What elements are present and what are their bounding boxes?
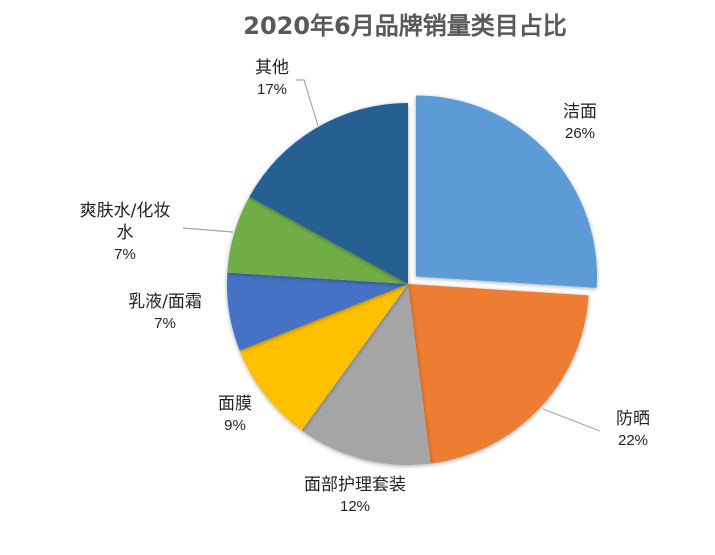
pie-slice — [226, 272, 408, 351]
pie-slice — [249, 103, 408, 284]
label-percent: 26% — [564, 125, 596, 142]
label-percent: 7% — [114, 246, 136, 263]
data-label-mianmo: 面膜 9% — [200, 393, 270, 437]
pie-slice — [239, 284, 408, 431]
data-label-taozhuang: 面部护理套装 12% — [270, 474, 440, 518]
label-name-line1: 爽肤水/化妆 — [79, 201, 171, 221]
pie-slice — [227, 196, 408, 284]
label-percent: 9% — [224, 417, 246, 434]
leader-line — [182, 227, 234, 233]
pie-slice — [416, 95, 598, 288]
label-percent: 12% — [339, 498, 371, 515]
label-percent: 7% — [154, 315, 176, 332]
pie-slice — [301, 284, 431, 465]
label-percent: 17% — [256, 81, 288, 98]
leader-line — [296, 79, 319, 127]
leader-line — [542, 408, 601, 432]
label-name: 面部护理套装 — [304, 475, 406, 495]
pie-slice — [408, 284, 589, 464]
data-label-jiemian: 洁面 26% — [545, 101, 615, 145]
data-label-qita: 其他 17% — [237, 57, 307, 101]
data-label-shuangfushui: 爽肤水/化妆 水 7% — [45, 200, 205, 266]
label-percent: 22% — [617, 432, 649, 449]
label-name: 洁面 — [563, 102, 597, 122]
data-label-ruye: 乳液/面霜 7% — [100, 291, 230, 335]
label-name: 面膜 — [218, 394, 252, 414]
data-label-fangshai: 防晒 22% — [598, 408, 668, 452]
label-name: 防晒 — [616, 409, 650, 429]
chart-title: 2020年6月品牌销量类目占比 — [243, 12, 567, 40]
label-name-line2: 水 — [116, 223, 134, 243]
label-name: 其他 — [255, 58, 289, 78]
label-name: 乳液/面霜 — [128, 292, 202, 312]
